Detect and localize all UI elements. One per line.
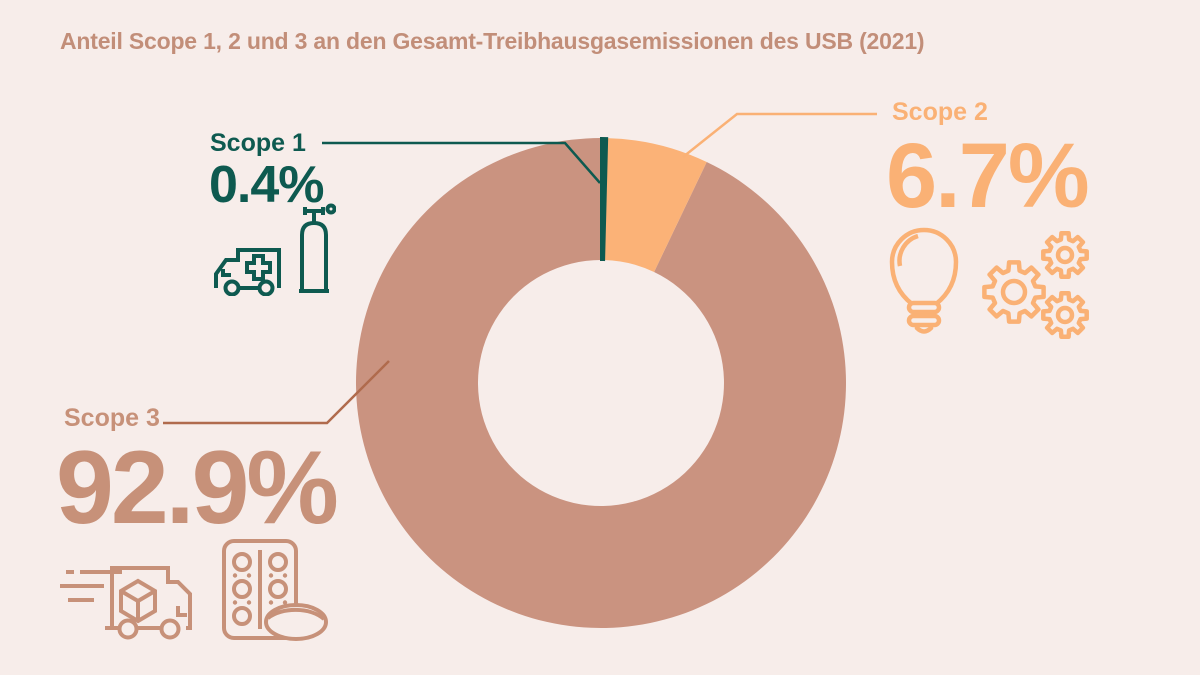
delivery-truck-icon (58, 550, 213, 645)
ambulance-icon (211, 238, 291, 296)
scope3-leader-line (163, 360, 390, 425)
donut-slice-scope-1 (600, 136, 609, 262)
chart-title: Anteil Scope 1, 2 und 3 an den Gesamt-Tr… (60, 28, 925, 54)
donut-slice-scope-2 (604, 138, 707, 273)
scope1-label: Scope 1 (210, 129, 306, 157)
scope1-leader-line (322, 141, 601, 184)
blister-pack-icon (220, 537, 330, 645)
scope3-label: Scope 3 (64, 404, 160, 432)
scope1-percentage: 0.4% (209, 156, 325, 214)
scope2-leader-line (682, 112, 877, 158)
gas-cylinder-icon (296, 203, 336, 297)
lightbulb-icon (884, 224, 964, 346)
scope3-percentage: 92.9% (56, 430, 339, 546)
donut-slice-scope-3 (355, 138, 846, 629)
scope2-label: Scope 2 (892, 98, 988, 126)
gears-icon (976, 228, 1091, 340)
scope2-percentage: 6.7% (886, 125, 1090, 227)
